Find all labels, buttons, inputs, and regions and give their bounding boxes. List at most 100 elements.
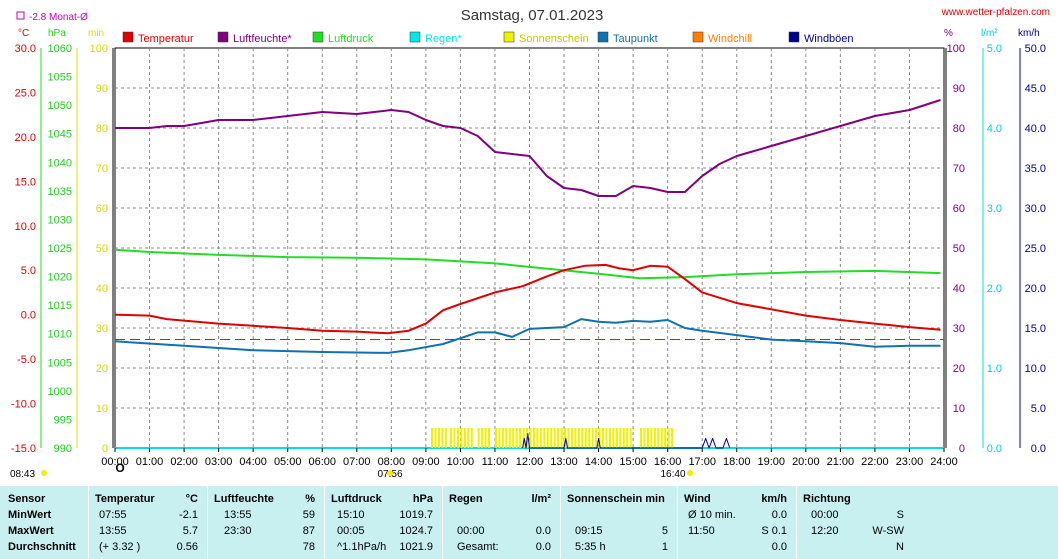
sunshine-bar xyxy=(577,428,580,448)
sunshine-bar xyxy=(441,428,444,448)
sunshine-bar xyxy=(626,428,629,448)
legend-label: Luftdruck xyxy=(328,33,374,45)
rain-tick-label: 5.0 xyxy=(987,43,1002,55)
time-tick-label: 15:00 xyxy=(619,456,647,468)
sunshine-bar xyxy=(581,428,584,448)
table-cell-value: 1 xyxy=(661,541,668,553)
series-line-luftfeuchte xyxy=(115,99,941,197)
unit-sunshine: min xyxy=(88,28,104,39)
sunshine-bar xyxy=(460,428,463,448)
pressure-tick-label: 1060 xyxy=(48,43,72,55)
table-cell-value: 0.56 xyxy=(176,541,198,553)
sunshine-bar xyxy=(453,428,456,448)
rain-tick-label: 4.0 xyxy=(987,123,1002,135)
sunshine-bar xyxy=(653,428,656,448)
time-tick-label: 11:00 xyxy=(482,456,509,468)
time-tick-label: 02:00 xyxy=(170,456,198,468)
table-cell-time: 00:00 xyxy=(811,509,839,521)
sunshine-bar xyxy=(515,428,518,448)
sunshine-tick-label: 30 xyxy=(96,323,108,335)
time-tick-label: 24:00 xyxy=(930,456,958,468)
time-tick-label: 01:00 xyxy=(136,456,164,468)
temperature-tick-label: 30.0 xyxy=(15,43,36,55)
table-header: Temperatur xyxy=(95,493,155,505)
pressure-tick-label: 1015 xyxy=(48,300,72,312)
sunshine-tick-label: 10 xyxy=(96,403,108,415)
sunshine-bar xyxy=(431,428,434,448)
table-cell-time: 13:55 xyxy=(99,525,127,537)
table-header-unit: % xyxy=(305,493,315,505)
sunshine-bar xyxy=(602,428,605,448)
sunshine-bar xyxy=(456,428,459,448)
sunshine-tick-label: 100 xyxy=(90,43,108,55)
table-cell-value: 1021.9 xyxy=(399,541,433,553)
table-header: Regen xyxy=(449,493,483,505)
table-header: Luftdruck xyxy=(331,493,382,505)
time-tick-label: 05:00 xyxy=(274,456,302,468)
sunshine-bar xyxy=(619,428,622,448)
temperature-tick-label: 20.0 xyxy=(15,132,36,144)
chart-title: Samstag, 07.01.2023 xyxy=(461,7,604,24)
legend-swatch xyxy=(312,31,324,43)
wind-tick-label: 50.0 xyxy=(1025,43,1046,55)
table-divider xyxy=(677,486,678,559)
sunshine-bar xyxy=(477,428,480,448)
sunshine-tick-label: 0 xyxy=(102,443,108,455)
website-label[interactable]: www.wetter-pfalzen.com xyxy=(941,7,1050,18)
sunshine-bar xyxy=(553,428,556,448)
table-cell-value: 1024.7 xyxy=(399,525,433,537)
monthly-avg-label: -2.8 Monat-Ø xyxy=(29,12,88,23)
temperature-tick-label: 10.0 xyxy=(15,221,36,233)
table-header: Sonnenschein min xyxy=(567,493,665,505)
sunshine-tick-label: 40 xyxy=(96,283,108,295)
sunshine-bar xyxy=(488,428,491,448)
table-divider xyxy=(442,486,443,559)
sunshine-bar xyxy=(467,428,470,448)
sunshine-bar xyxy=(484,428,487,448)
footer-sun-icon xyxy=(41,470,47,476)
table-cell-value: 5.7 xyxy=(182,525,198,537)
legend-label: Regen* xyxy=(425,33,462,45)
time-tick-label: 10:00 xyxy=(447,456,475,468)
time-tick-label: 20:00 xyxy=(792,456,820,468)
table-header-unit: hPa xyxy=(412,493,433,505)
pressure-tick-label: 1030 xyxy=(48,214,72,226)
sunset-label: 16:40 xyxy=(660,469,685,480)
chart-axes: 30.0 25.0 20.0 15.0 10.0 5.0 0.0 -5.0 -10.0 -15.0… xyxy=(11,43,1046,468)
table-cell-time: 07:55 xyxy=(99,509,127,521)
sunshine-bar xyxy=(660,428,663,448)
sunshine-tick-label: 80 xyxy=(96,123,108,135)
table-cell-value: W-SW xyxy=(872,525,904,537)
sunshine-bar xyxy=(543,428,546,448)
rain-tick-label: 2.0 xyxy=(987,283,1002,295)
time-tick-label: 07:00 xyxy=(343,456,371,468)
table-cell-time: ^1.1hPa/h xyxy=(337,541,387,553)
temperature-tick-label: 15.0 xyxy=(15,176,36,188)
sunshine-bar xyxy=(591,428,594,448)
table-cell-time: Ø 10 min. xyxy=(688,509,736,521)
wind-tick-label: 20.0 xyxy=(1025,283,1046,295)
table-cell-time: 13:55 xyxy=(224,509,252,521)
time-tick-label: 13:00 xyxy=(550,456,578,468)
table-cell-time: (+ 3.32 ) xyxy=(99,541,141,553)
sunshine-bar xyxy=(643,428,646,448)
sunshine-bar xyxy=(522,428,525,448)
legend-swatch xyxy=(217,31,229,43)
pressure-tick-label: 1055 xyxy=(48,72,72,84)
temperature-tick-label: -5.0 xyxy=(17,354,36,366)
unit-pressure: hPa xyxy=(48,28,66,39)
humidity-tick-label: 60 xyxy=(953,203,965,215)
sunshine-bar xyxy=(646,428,649,448)
humidity-tick-label: 10 xyxy=(953,403,965,415)
humidity-tick-label: 50 xyxy=(953,243,965,255)
monthly-avg-marker-icon xyxy=(16,11,25,20)
sunshine-bar xyxy=(444,428,447,448)
table-header: Luftfeuchte xyxy=(214,493,274,505)
pressure-tick-label: 1005 xyxy=(48,357,72,369)
time-tick-label: 06:00 xyxy=(308,456,336,468)
table-row-label: MinWert xyxy=(8,509,52,521)
sunshine-bar xyxy=(612,428,615,448)
time-tick-label: 12:00 xyxy=(516,456,544,468)
sunshine-tick-label: 60 xyxy=(96,203,108,215)
humidity-tick-label: 90 xyxy=(953,83,965,95)
